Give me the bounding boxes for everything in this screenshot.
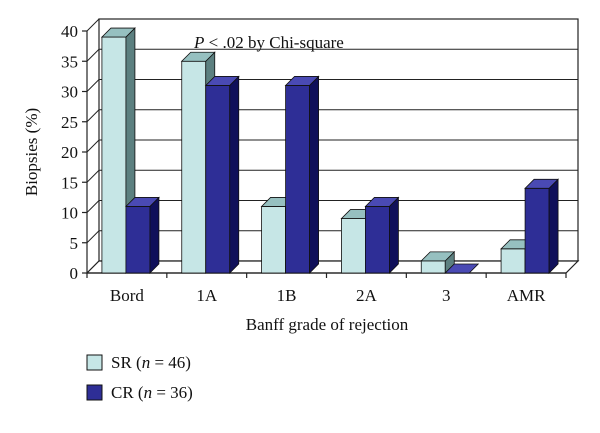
x-tick-label: 1A	[196, 286, 218, 305]
gridlines	[86, 18, 579, 274]
bars	[100, 27, 560, 274]
bar-side	[149, 196, 160, 274]
gridline-diagonal	[86, 169, 100, 183]
bar-top	[124, 197, 160, 207]
annotation-p-value: P	[193, 33, 204, 52]
bar-front	[205, 85, 231, 274]
x-tick-label: 1B	[277, 286, 297, 305]
gridline-diagonal	[86, 79, 100, 92]
bar-top	[420, 251, 456, 262]
y-tick-label: 10	[61, 204, 78, 223]
y-tick-label: 20	[61, 143, 78, 162]
bar-front	[261, 206, 286, 274]
y-axis-label: Biopsies (%)	[22, 108, 41, 196]
bar-side	[389, 196, 399, 274]
bar-top	[524, 178, 560, 189]
y-tick-label: 0	[70, 264, 79, 283]
bar-front	[341, 218, 366, 274]
bar-top	[364, 197, 400, 207]
bar-side	[229, 75, 240, 274]
legend-swatch	[86, 354, 103, 371]
y-tick-label: 35	[61, 52, 78, 71]
legend-swatch	[86, 384, 103, 401]
bar	[420, 250, 456, 274]
bar-front	[125, 206, 151, 274]
gridline-diagonal	[86, 139, 100, 153]
gridline-diagonal	[86, 48, 100, 62]
bar	[204, 75, 240, 274]
y-tick-labels: 0 5 10 15 20 25 30 35 40	[61, 22, 78, 283]
x-tick-label: 3	[442, 286, 451, 305]
bar-top	[444, 263, 480, 274]
bar-front	[181, 60, 207, 274]
bar	[284, 75, 320, 274]
x-tick-label: AMR	[507, 286, 546, 305]
bar-side	[548, 178, 559, 274]
bar-front	[500, 248, 526, 274]
bar-top	[204, 76, 240, 86]
x-tick-label: 2A	[356, 286, 378, 305]
bar	[524, 178, 560, 274]
x-tick-label: Bord	[110, 286, 145, 305]
bar-front	[285, 85, 310, 274]
bar	[124, 196, 160, 274]
axes	[82, 30, 567, 278]
y-tick-label: 40	[61, 22, 78, 41]
x-tick-labels: Bord 1A 1B 2A 3 AMR	[110, 286, 546, 305]
bar-side	[309, 75, 319, 274]
y-tick-label: 15	[61, 173, 78, 192]
legend-label: CR (n = 36)	[111, 383, 193, 402]
bar	[444, 263, 480, 274]
chart-annotation: P < .02 by Chi-square	[193, 33, 344, 52]
legend: SR (n = 46) CR (n = 36)	[86, 353, 193, 402]
gridline-diagonal	[86, 18, 100, 32]
gridline-diagonal	[86, 230, 100, 244]
bar-front	[101, 36, 127, 274]
bar-front	[524, 187, 550, 274]
bar-front	[365, 206, 390, 274]
bar	[364, 196, 400, 274]
y-tick-label: 5	[70, 234, 79, 253]
y-tick-label: 30	[61, 83, 78, 102]
legend-label: SR (n = 46)	[111, 353, 191, 372]
y-tick-label: 25	[61, 113, 78, 132]
gridline-diagonal	[86, 200, 100, 213]
bar-top	[180, 51, 216, 62]
annotation-text: < .02 by Chi-square	[204, 33, 343, 52]
x-axis-label: Banff grade of rejection	[246, 315, 409, 334]
bar-top	[284, 76, 320, 86]
bar-front	[420, 260, 446, 274]
gridline-diagonal	[86, 109, 100, 123]
bar-top	[100, 27, 136, 38]
